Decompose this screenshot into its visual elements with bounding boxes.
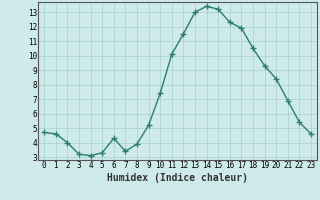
X-axis label: Humidex (Indice chaleur): Humidex (Indice chaleur) (107, 173, 248, 183)
